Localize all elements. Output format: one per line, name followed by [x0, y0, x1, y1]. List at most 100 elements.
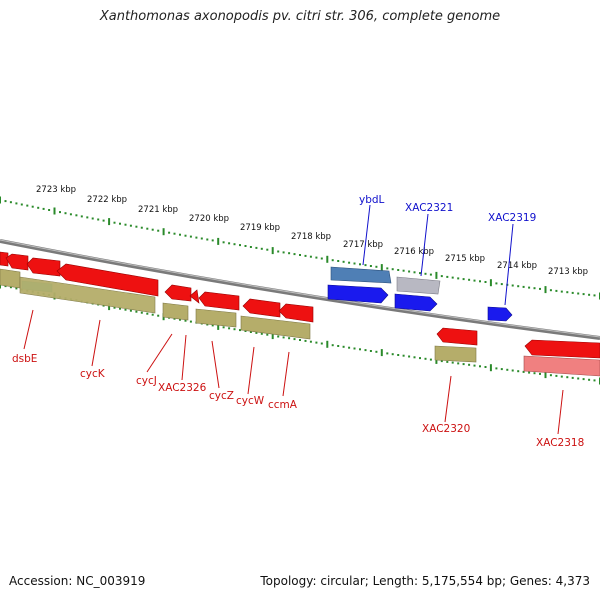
ruler-minor-tick [80, 215, 83, 218]
ruler-minor-tick [200, 237, 203, 240]
ruler-minor-tick [375, 350, 378, 353]
gene-XAC2318-red[interactable] [524, 339, 600, 359]
ruler-minor-tick [184, 319, 187, 322]
ruler-minor-tick [582, 378, 585, 381]
ruler-minor-tick [549, 374, 552, 377]
ruler-minor-tick [299, 254, 301, 256]
ruler-minor-tick [119, 222, 121, 225]
gene-red-left-edge[interactable] [0, 251, 9, 267]
gene-label-XAC2326[interactable]: XAC2326 [158, 382, 207, 394]
gene-olive-cycW[interactable] [240, 315, 311, 340]
gene-olive-dsbE[interactable] [0, 268, 21, 289]
gene-olive-cycJ[interactable] [162, 302, 189, 321]
ruler-minor-tick [348, 261, 351, 264]
ruler-minor-tick [539, 372, 541, 375]
gene-ccmA-red[interactable] [278, 303, 314, 323]
ruler-minor-tick [391, 268, 394, 271]
ruler-minor-tick [119, 307, 121, 310]
ruler-minor-tick [533, 372, 536, 375]
ruler-minor-tick [151, 313, 154, 316]
ruler-minor-tick [277, 250, 280, 253]
ruler-minor-tick [146, 312, 149, 315]
gene-ybdL[interactable] [330, 266, 392, 284]
gene-cycJ-red[interactable] [164, 284, 192, 302]
ruler-minor-tick [179, 233, 181, 236]
gene-XAC2321[interactable] [396, 276, 441, 295]
topology-text: Topology: circular; Length: 5,175,554 bp… [260, 574, 590, 588]
ruler-minor-tick [342, 345, 345, 348]
gene-XAC2320-red[interactable] [436, 327, 478, 346]
gene-label-dsbE[interactable]: dsbE [12, 353, 37, 365]
ruler-minor-tick [75, 214, 78, 217]
gene-red-small[interactable] [189, 289, 200, 304]
gene-blue-forward[interactable] [327, 284, 389, 304]
gene-label-XAC2321[interactable]: XAC2321 [405, 202, 453, 214]
ruler-minor-tick [309, 340, 312, 343]
ruler-minor-tick [233, 328, 236, 331]
ruler-minor-tick [331, 344, 334, 347]
ruler-minor-tick [511, 284, 514, 287]
ruler-minor-tick [468, 363, 471, 366]
gene-label-cycW[interactable]: cycW [236, 395, 265, 407]
gene-blue-forward-2[interactable] [394, 293, 438, 312]
gene-pink-XAC2318[interactable] [523, 355, 600, 377]
gene-label-XAC2318[interactable]: XAC2318 [536, 437, 584, 449]
ruler-minor-tick [255, 331, 258, 334]
ruler-minor-tick [157, 314, 160, 317]
ruler-minor-tick [337, 260, 340, 262]
gene-label-XAC2319[interactable]: XAC2319 [488, 212, 536, 224]
label-connector-dsbE [23, 309, 34, 350]
ruler-minor-tick [517, 285, 520, 288]
ruler-minor-tick [484, 281, 487, 283]
ruler-minor-tick [195, 236, 198, 239]
ruler-major-tick [217, 237, 220, 245]
label-connector-XAC2319 [504, 223, 514, 306]
ruler-minor-tick [124, 308, 127, 311]
ruler-major-tick [0, 196, 1, 204]
gene-label-cycJ[interactable]: cycJ [136, 375, 157, 387]
ruler-minor-tick [353, 347, 356, 350]
ruler-minor-tick [69, 213, 72, 216]
label-connector-ccmA [282, 351, 290, 397]
gene-red[interactable] [26, 257, 61, 277]
gene-cycK-red[interactable] [56, 263, 159, 297]
ruler-minor-tick [64, 212, 67, 215]
ruler-minor-tick [397, 354, 400, 356]
ruler-minor-tick [528, 371, 531, 374]
ruler-minor-tick [260, 332, 263, 335]
ruler-minor-tick [419, 272, 421, 275]
gene-olive-cycK[interactable] [19, 276, 156, 314]
label-connector-cycW [247, 346, 255, 395]
ruler-minor-tick [97, 218, 100, 221]
ruler-minor-tick [577, 292, 580, 295]
gene-label-XAC2320[interactable]: XAC2320 [422, 423, 470, 435]
accession-text: Accession: NC_003919 [9, 574, 146, 588]
ruler-minor-tick [228, 327, 231, 330]
ruler-minor-tick [555, 289, 558, 292]
ruler-minor-tick [9, 201, 12, 204]
gene-label-cycZ[interactable]: cycZ [209, 390, 234, 402]
gene-olive-cycZ[interactable] [195, 308, 237, 328]
ruler-minor-tick [419, 357, 421, 360]
label-connector-ybdL [362, 204, 371, 266]
ruler-major-tick [435, 271, 438, 279]
gene-label-ybdL[interactable]: ybdL [359, 194, 385, 206]
ruler-minor-tick [424, 272, 427, 275]
ruler-minor-tick [582, 293, 585, 296]
ruler-minor-tick [239, 329, 241, 332]
ruler-minor-tick [359, 348, 361, 351]
ruler-minor-tick [315, 256, 318, 259]
gene-red[interactable] [5, 253, 29, 271]
gene-XAC2319[interactable] [487, 306, 513, 322]
ruler-minor-tick [495, 367, 498, 370]
scale-label: 2720 kbp [189, 214, 229, 224]
gene-cycW-red[interactable] [242, 298, 281, 318]
gene-cycZ-red[interactable] [198, 291, 240, 311]
ruler-minor-tick [206, 323, 209, 326]
ruler-minor-tick [211, 239, 214, 242]
gene-label-ccmA[interactable]: ccmA [268, 399, 298, 411]
gene-label-cycK[interactable]: cycK [80, 368, 106, 380]
gene-olive-XAC2320[interactable] [434, 345, 477, 363]
scale-label: 2717 kbp [343, 240, 383, 250]
